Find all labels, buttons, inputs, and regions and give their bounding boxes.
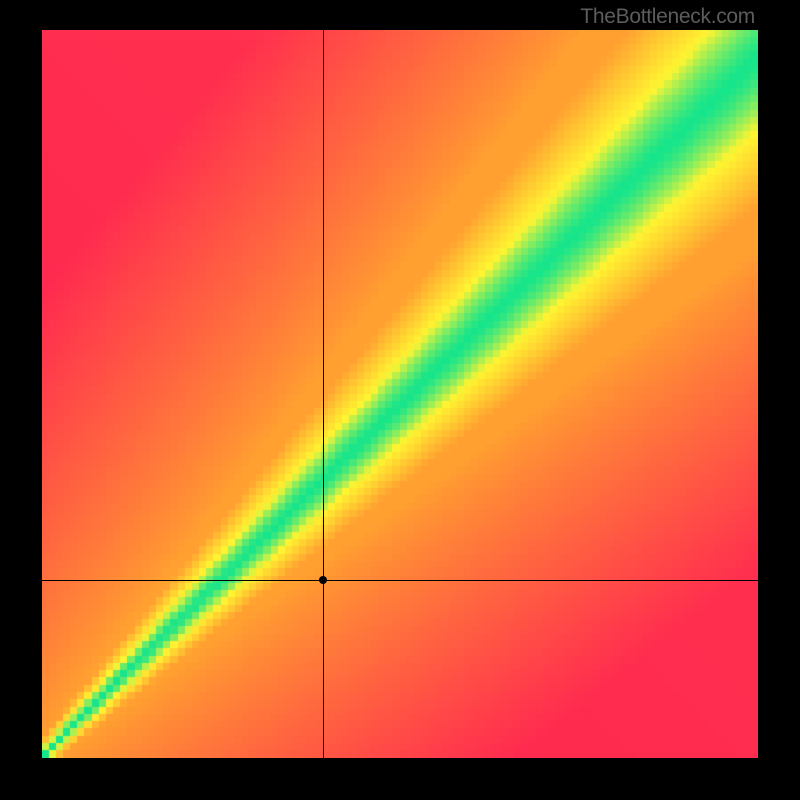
heatmap-canvas [42,30,758,758]
plot-area [42,30,758,758]
crosshair-vertical [323,30,324,758]
crosshair-horizontal [42,580,758,581]
watermark: TheBottleneck.com [580,5,755,29]
point-marker [319,576,327,584]
